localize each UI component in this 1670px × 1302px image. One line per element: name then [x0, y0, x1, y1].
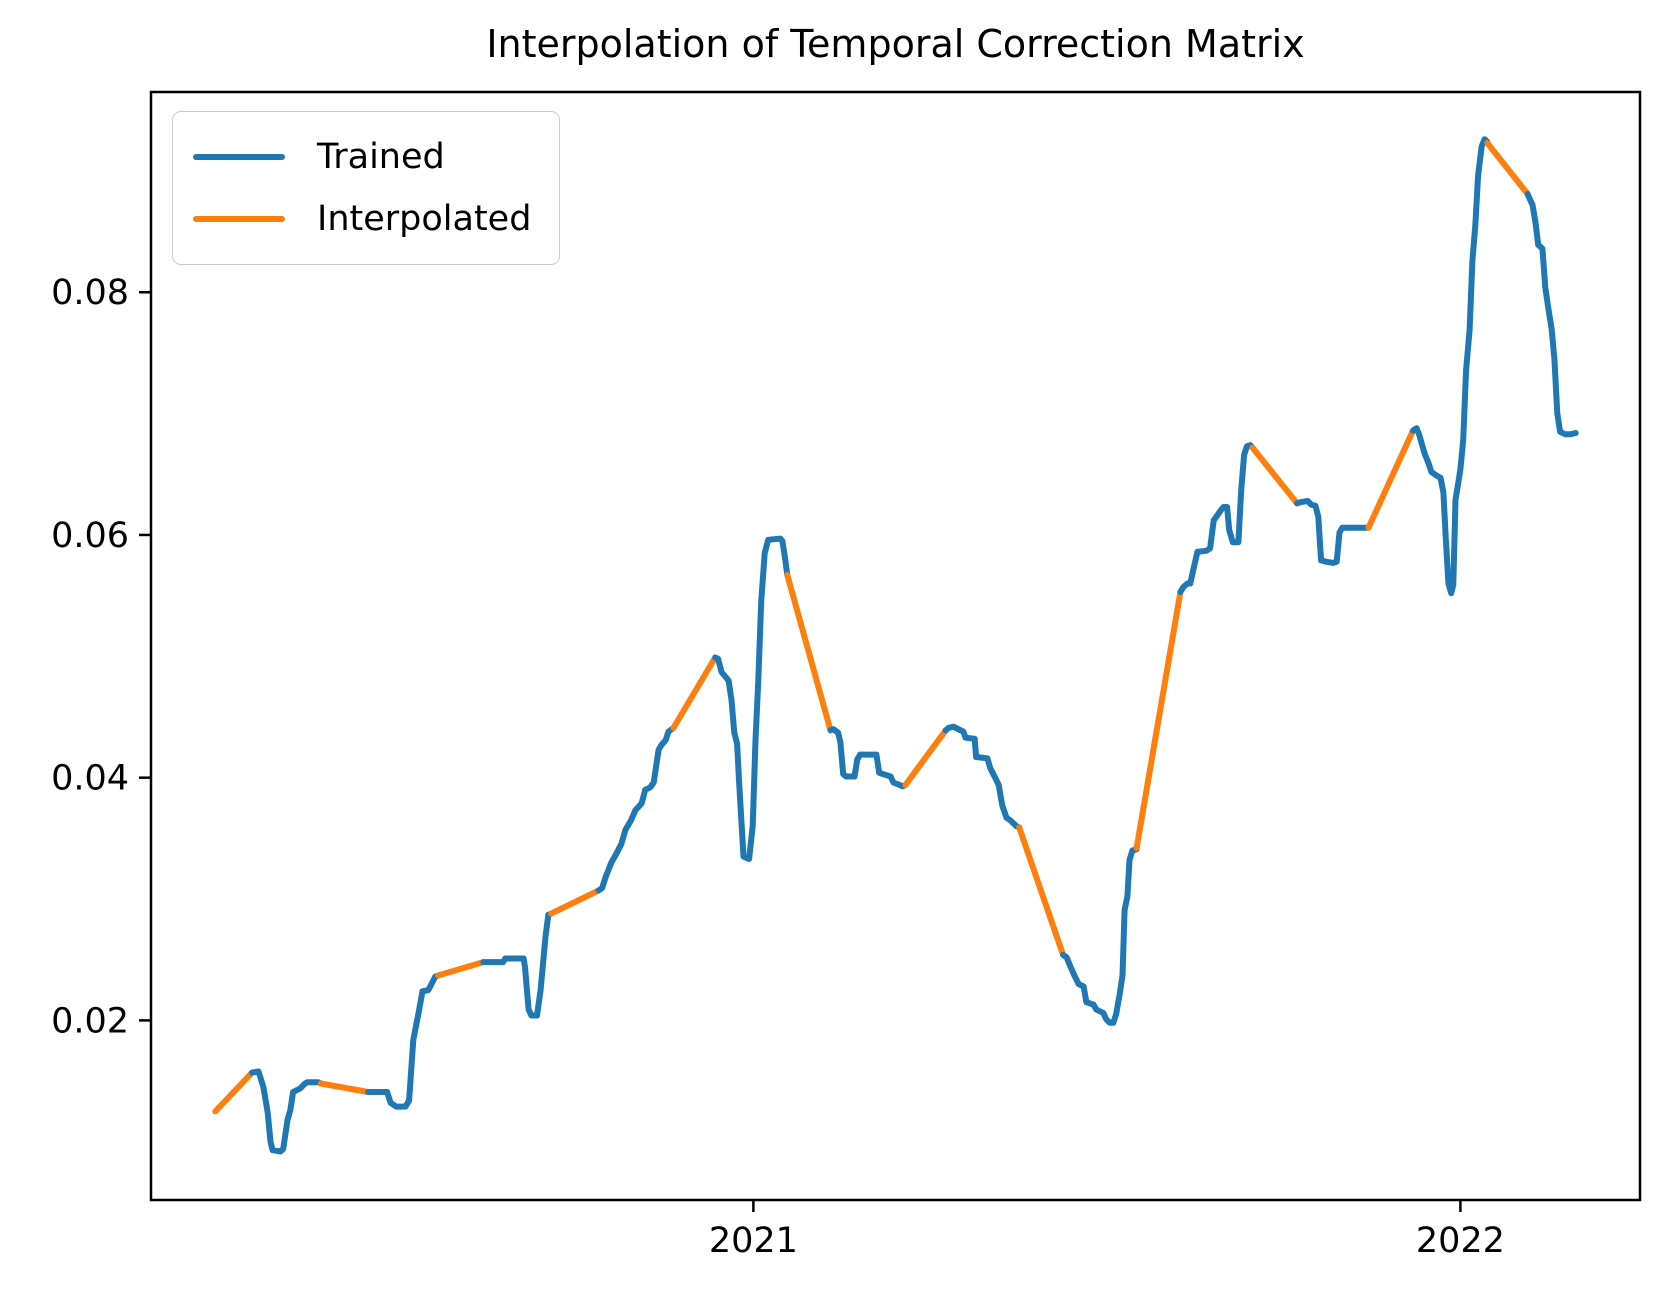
legend-label-interpolated: Interpolated	[317, 199, 532, 239]
y-tick-label: 0.02	[51, 1001, 129, 1041]
trained-line-segment	[1524, 190, 1579, 438]
interpolated-line-segment	[435, 959, 487, 979]
trained-line-segment	[1294, 498, 1372, 566]
interpolated-line-segment	[1484, 140, 1531, 197]
legend-item-interpolated: Interpolated	[193, 188, 531, 250]
trained-line-segment	[712, 535, 791, 862]
interpolated-line-segment	[1016, 824, 1067, 958]
y-tick-label: 0.08	[51, 273, 129, 313]
y-tick-label: 0.04	[51, 759, 129, 799]
interpolated-line-segment	[1365, 427, 1416, 531]
trained-line-segment	[1177, 442, 1256, 595]
trained-line-segment	[595, 724, 677, 894]
trained-line-segment	[365, 972, 442, 1110]
legend: Trained Interpolated	[172, 111, 561, 265]
trained-line-segment	[1410, 136, 1491, 597]
interpolated-line-segment	[902, 727, 949, 788]
x-tick-label: 2022	[1416, 1221, 1505, 1261]
chart-title: Interpolation of Temporal Correction Mat…	[486, 22, 1305, 66]
plot-frame	[149, 90, 1642, 1202]
interpolated-line-segment	[784, 572, 834, 734]
y-tick-label: 0.06	[51, 516, 129, 556]
x-tick-label: 2021	[709, 1221, 798, 1261]
interpolated-line-segment	[1133, 589, 1184, 852]
trained-line-segment	[480, 910, 555, 1019]
interpolated-line-segment	[1249, 444, 1301, 507]
trained-line-swatch	[193, 154, 285, 160]
legend-item-trained: Trained	[193, 126, 531, 188]
interpolated-line-segment	[317, 1080, 372, 1095]
interpolated-line-segment	[212, 1069, 256, 1115]
interpolated-line-segment	[548, 887, 602, 917]
trained-line-segment	[942, 723, 1023, 831]
interpolated-line-segment	[670, 654, 719, 731]
trained-line-segment	[249, 1068, 324, 1155]
trained-line-segment	[1060, 846, 1140, 1026]
interpolated-line-swatch	[193, 216, 285, 222]
trained-line-segment	[827, 726, 909, 790]
legend-label-trained: Trained	[317, 137, 445, 177]
